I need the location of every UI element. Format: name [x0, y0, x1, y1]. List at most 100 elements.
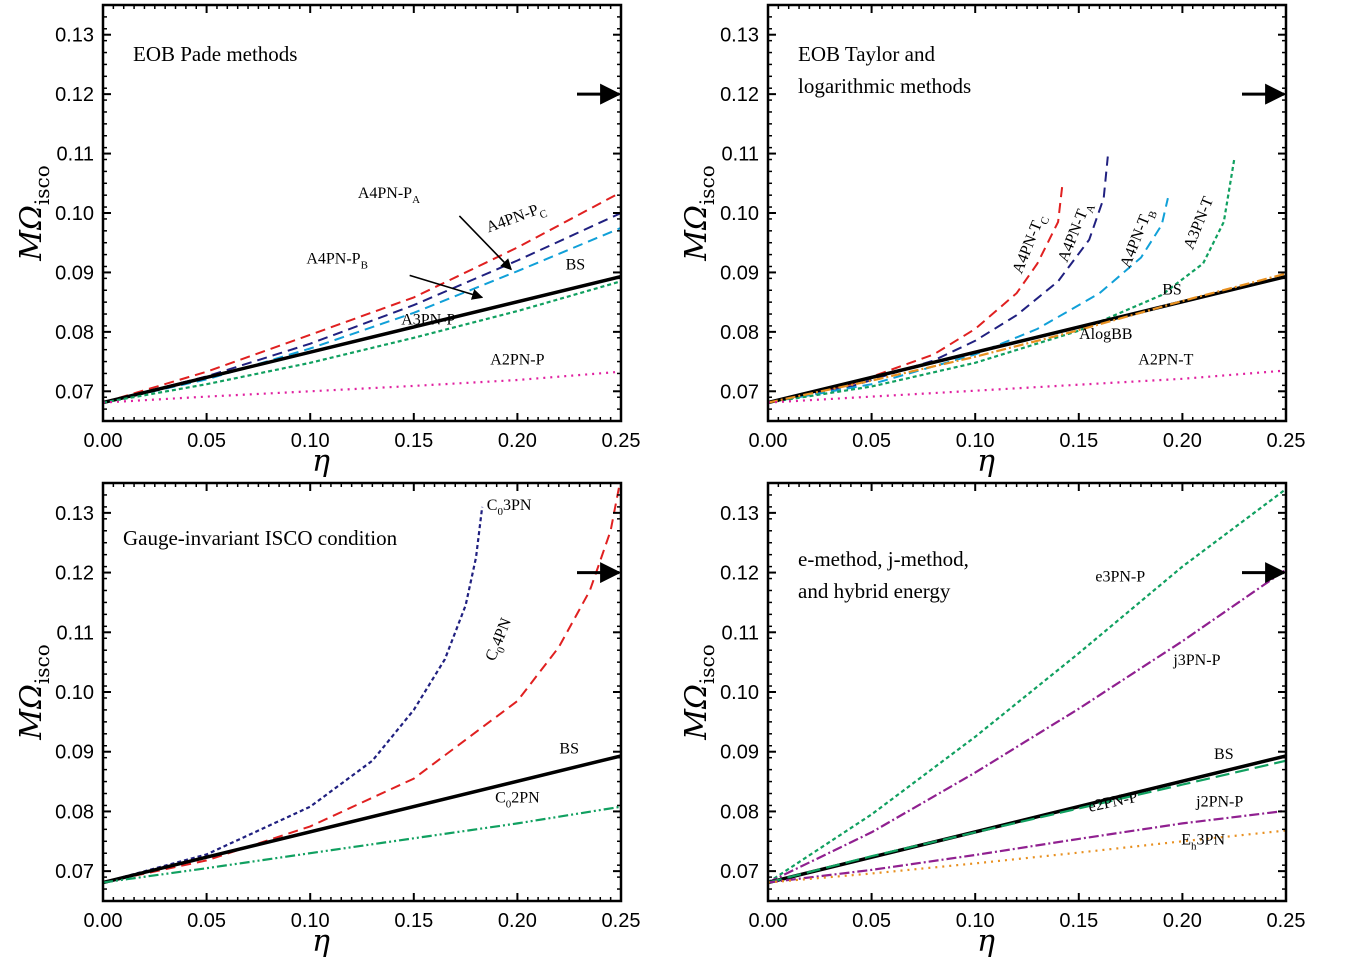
series-group: [768, 156, 1286, 405]
series-line-2: [103, 483, 621, 884]
panel-title-line: Gauge-invariant ISCO condition: [123, 526, 398, 550]
x-tick-label: 0.10: [956, 910, 995, 932]
x-tick-label: 0.00: [84, 430, 123, 452]
series-group: [768, 488, 1286, 885]
series-label-1: C03PN: [487, 497, 532, 518]
series-label-4-tail: 2PN: [511, 789, 540, 806]
y-tick-label: 0.09: [55, 262, 94, 284]
annotation-pointer-1: [458, 215, 512, 271]
series-label-2: j3PN-P: [1172, 652, 1220, 669]
series-line-2: [103, 212, 621, 404]
series-label-1-tail: 3PN: [503, 497, 532, 514]
y-tick-label: 0.12: [720, 84, 759, 106]
series-label-2-subscript: A: [1084, 203, 1098, 215]
series-label-6-text: AlogBB: [1079, 326, 1132, 343]
x-tick-label: 0.05: [852, 430, 891, 452]
series-line-3: [768, 754, 1286, 885]
x-axis-label: η: [312, 924, 330, 959]
series-label-4: e2PN-P: [1087, 789, 1139, 816]
y-tick-label: 0.08: [720, 801, 759, 823]
x-tick-label: 0.20: [1163, 910, 1202, 932]
series-line-4: [768, 759, 1286, 884]
annotation-label-2-text: A4PN-P: [306, 251, 360, 268]
y-tick-label: 0.13: [55, 25, 94, 47]
y-tick-label: 0.11: [57, 622, 94, 644]
series-line-4: [103, 274, 621, 405]
series-line-3: [768, 197, 1169, 404]
series-label-1-text: A4PN-P: [484, 202, 541, 237]
annotation-label-1: A4PN-PA: [358, 185, 420, 206]
y-tick-label: 0.07: [720, 861, 759, 883]
series-label-4: A3PN-T: [1181, 194, 1217, 252]
x-tick-label: 0.05: [187, 910, 226, 932]
y-tick-label: 0.13: [55, 503, 94, 525]
y-tick-label: 0.13: [720, 503, 759, 525]
series-label-1-text: C: [487, 497, 498, 514]
panel-title-line: EOB Taylor and: [798, 42, 935, 66]
series-label-2-subscript: 0: [495, 645, 508, 655]
x-tick-label: 0.15: [1059, 430, 1098, 452]
x-axis-label: η: [312, 444, 330, 479]
series-line-5: [768, 274, 1286, 405]
series-label-5-text: A3PN-P: [401, 312, 455, 329]
x-axis-label: η: [977, 444, 995, 479]
series-group: [103, 483, 621, 885]
series-label-6-text: E: [1181, 831, 1191, 848]
series-line-5: [103, 280, 621, 404]
y-tick-label: 0.07: [55, 861, 94, 883]
panel-title-line: e-method, j-method,: [798, 547, 969, 571]
series-label-6: A2PN-P: [490, 352, 544, 369]
series-line-2: [768, 156, 1109, 404]
series-label-2-text: A4PN-T: [1055, 207, 1091, 265]
y-tick-label: 0.08: [55, 801, 94, 823]
y-tick-label: 0.08: [720, 322, 759, 344]
series-line-3: [103, 754, 621, 885]
series-label-4-subscript: 0: [506, 798, 512, 810]
x-tick-label: 0.00: [84, 910, 123, 932]
y-tick-label: 0.12: [55, 563, 94, 585]
y-tick-label: 0.07: [720, 381, 759, 403]
series-label-4-text: e2PN-P: [1087, 789, 1139, 816]
y-axis-label: MΩisco: [14, 165, 54, 262]
series-label-6-subscript: h: [1191, 840, 1197, 852]
x-tick-label: 0.20: [1163, 430, 1202, 452]
series-label-1-subscript: C: [538, 208, 549, 222]
x-tick-label: 0.00: [749, 430, 788, 452]
series-label-4-text: BS: [566, 256, 586, 273]
series-label-3-text: BS: [559, 741, 579, 758]
series-label-1-subscript: C: [1038, 215, 1052, 226]
y-axis-label-main: MΩ: [14, 684, 49, 741]
y-axis-label-subscript: isco: [30, 644, 54, 684]
y-tick-label: 0.10: [720, 203, 759, 225]
y-tick-label: 0.11: [722, 622, 759, 644]
x-tick-label: 0.20: [498, 910, 537, 932]
series-label-3: A4PN-TB: [1117, 206, 1160, 272]
series-line-1: [103, 191, 621, 404]
series-label-6-tail: 3PN: [1197, 831, 1226, 848]
series-label-1-subscript: 0: [497, 506, 503, 518]
y-tick-label: 0.13: [720, 25, 759, 47]
series-label-5-text: j2PN-P: [1195, 794, 1243, 811]
y-axis-label: MΩisco: [679, 644, 719, 741]
y-axis-label-subscript: isco: [695, 644, 719, 684]
series-label-1: A4PN-PC: [484, 199, 549, 240]
x-tick-label: 0.15: [394, 430, 433, 452]
series-line-6: [768, 272, 1286, 404]
x-tick-label: 0.10: [291, 910, 330, 932]
series-label-3-text: A4PN-T: [1117, 213, 1153, 271]
series-line-2: [768, 568, 1286, 884]
y-tick-label: 0.10: [720, 682, 759, 704]
series-label-1: e3PN-P: [1095, 569, 1145, 586]
y-tick-label: 0.10: [55, 682, 94, 704]
y-tick-label: 0.08: [55, 322, 94, 344]
x-tick-label: 0.15: [394, 910, 433, 932]
panel-title-line: logarithmic methods: [798, 74, 971, 98]
annotation-label-1-subscript: A: [412, 194, 420, 206]
series-label-1: A4PN-TC: [1009, 212, 1052, 278]
series-label-2-tail: 4PN: [489, 615, 516, 648]
y-tick-label: 0.11: [57, 144, 94, 166]
y-tick-label: 0.12: [55, 84, 94, 106]
panel-title: e-method, j-method, and hybrid energy: [798, 547, 969, 603]
series-label-3: BS: [1214, 746, 1234, 763]
x-axis-label: η: [977, 924, 995, 959]
